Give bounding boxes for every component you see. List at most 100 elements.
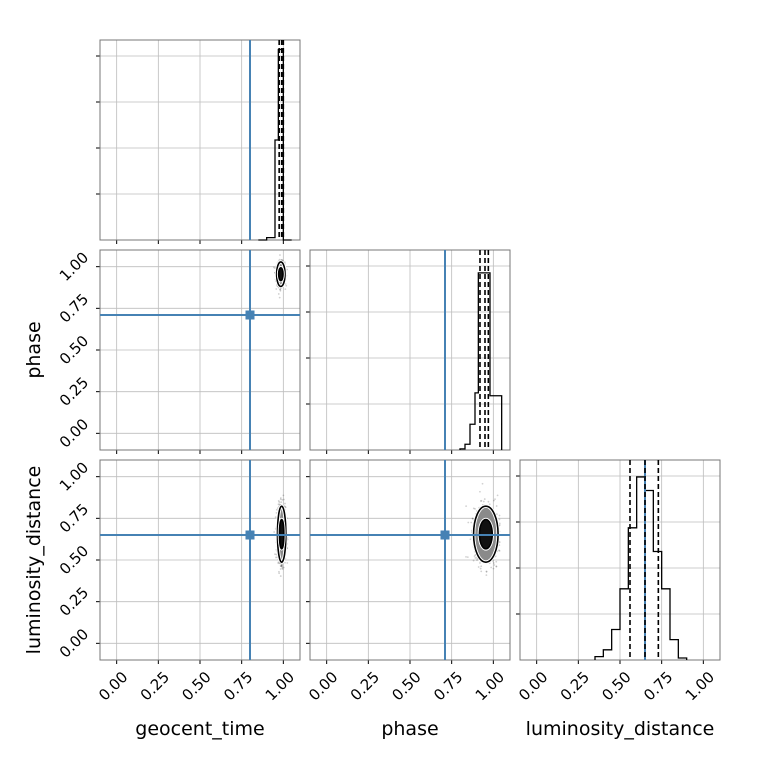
sample-point — [492, 562, 495, 564]
y-tick-label: 1.00 — [56, 458, 92, 494]
histogram-step — [594, 476, 688, 660]
axes-frame — [309, 249, 511, 451]
sample-point — [476, 559, 478, 562]
y-tick-label: 0.75 — [56, 500, 92, 536]
sample-point — [485, 570, 488, 573]
x-tick-label: 0.25 — [347, 668, 383, 704]
sample-point — [479, 500, 482, 502]
sample-point — [477, 566, 480, 568]
sample-point — [277, 293, 280, 295]
sample-point — [474, 507, 476, 510]
sample-point — [277, 500, 280, 502]
xlabel-geocent-time: geocent_time — [135, 718, 264, 740]
sample-point — [281, 568, 284, 570]
sample-point — [279, 497, 282, 499]
ylabel-luminosity-distance: luminosity_distance — [23, 466, 45, 655]
sample-point — [498, 518, 501, 521]
sample-point — [286, 562, 289, 564]
axes-frame — [99, 39, 301, 241]
sample-point — [480, 570, 483, 573]
sample-point — [472, 559, 475, 562]
sample-point — [495, 565, 498, 568]
sample-point — [279, 254, 281, 256]
sample-point — [278, 570, 280, 573]
sample-point — [481, 482, 484, 485]
sample-point — [479, 490, 481, 493]
y-tick-label: 0.25 — [56, 373, 92, 409]
sample-point — [498, 524, 501, 526]
sample-point — [283, 498, 285, 501]
sample-point — [467, 521, 470, 524]
axes-frame — [99, 459, 301, 661]
sample-point — [495, 505, 498, 507]
sample-point — [275, 508, 278, 511]
sample-point — [277, 561, 280, 564]
sample-point — [285, 284, 288, 287]
y-tick-label: 1.00 — [56, 248, 92, 284]
sample-point — [280, 564, 283, 567]
sample-point — [465, 505, 468, 508]
y-tick-label: 0.00 — [56, 415, 92, 451]
x-tick-label: 0.25 — [137, 668, 173, 704]
sample-point — [278, 503, 281, 506]
sample-point — [473, 555, 476, 557]
sample-point — [273, 531, 276, 533]
sample-point — [279, 568, 282, 570]
y-tick-label: 0.00 — [56, 625, 92, 661]
sample-point — [277, 503, 280, 506]
sample-point — [493, 564, 496, 566]
contour-1sigma — [277, 266, 284, 282]
x-tick-label: 0.75 — [220, 668, 256, 704]
xlabel-luminosity-distance: luminosity_distance — [526, 718, 715, 740]
sample-point — [498, 514, 501, 517]
xlabel-phase: phase — [381, 718, 438, 740]
x-tick-label: 0.00 — [95, 668, 131, 704]
y-tick-label: 0.25 — [56, 583, 92, 619]
sample-point — [274, 516, 277, 519]
ylabel-phase: phase — [23, 321, 45, 378]
sample-point — [284, 502, 286, 505]
sample-point — [279, 288, 282, 291]
y-tick-label: 0.50 — [56, 542, 92, 578]
sample-point — [284, 506, 287, 509]
x-tick-label: 0.25 — [557, 668, 593, 704]
sample-point — [493, 499, 495, 502]
sample-point — [488, 503, 491, 506]
x-tick-label: 0.50 — [598, 668, 634, 704]
histogram-step — [258, 48, 292, 241]
axes-frame — [519, 459, 721, 661]
x-tick-label: 0.75 — [430, 668, 466, 704]
sample-point — [282, 566, 285, 569]
sample-point — [281, 498, 284, 501]
sample-point — [472, 507, 475, 510]
sample-point — [485, 574, 488, 577]
sample-point — [482, 500, 485, 503]
sample-point — [480, 499, 483, 502]
sample-point — [272, 266, 275, 269]
sample-point — [280, 501, 283, 504]
x-tick-label: 1.00 — [262, 668, 298, 704]
sample-point — [279, 498, 282, 501]
x-tick-label: 0.50 — [388, 668, 424, 704]
sample-point — [496, 494, 499, 497]
sample-point — [281, 566, 284, 569]
sample-point — [280, 565, 282, 568]
sample-point — [281, 564, 283, 567]
histogram-step — [459, 272, 503, 450]
sample-point — [284, 288, 287, 291]
sample-point — [281, 565, 283, 567]
x-tick-label: 0.00 — [515, 668, 551, 704]
sample-point — [490, 566, 493, 569]
sample-point — [278, 258, 281, 261]
sample-point — [471, 517, 474, 520]
sample-point — [284, 561, 286, 564]
x-tick-label: 0.75 — [640, 668, 676, 704]
truth-marker — [440, 530, 450, 540]
sample-point — [498, 549, 500, 552]
sample-point — [495, 565, 498, 568]
axes-frame — [99, 249, 301, 451]
sample-point — [492, 567, 495, 570]
sample-point — [465, 555, 467, 558]
x-tick-label: 0.50 — [178, 668, 214, 704]
